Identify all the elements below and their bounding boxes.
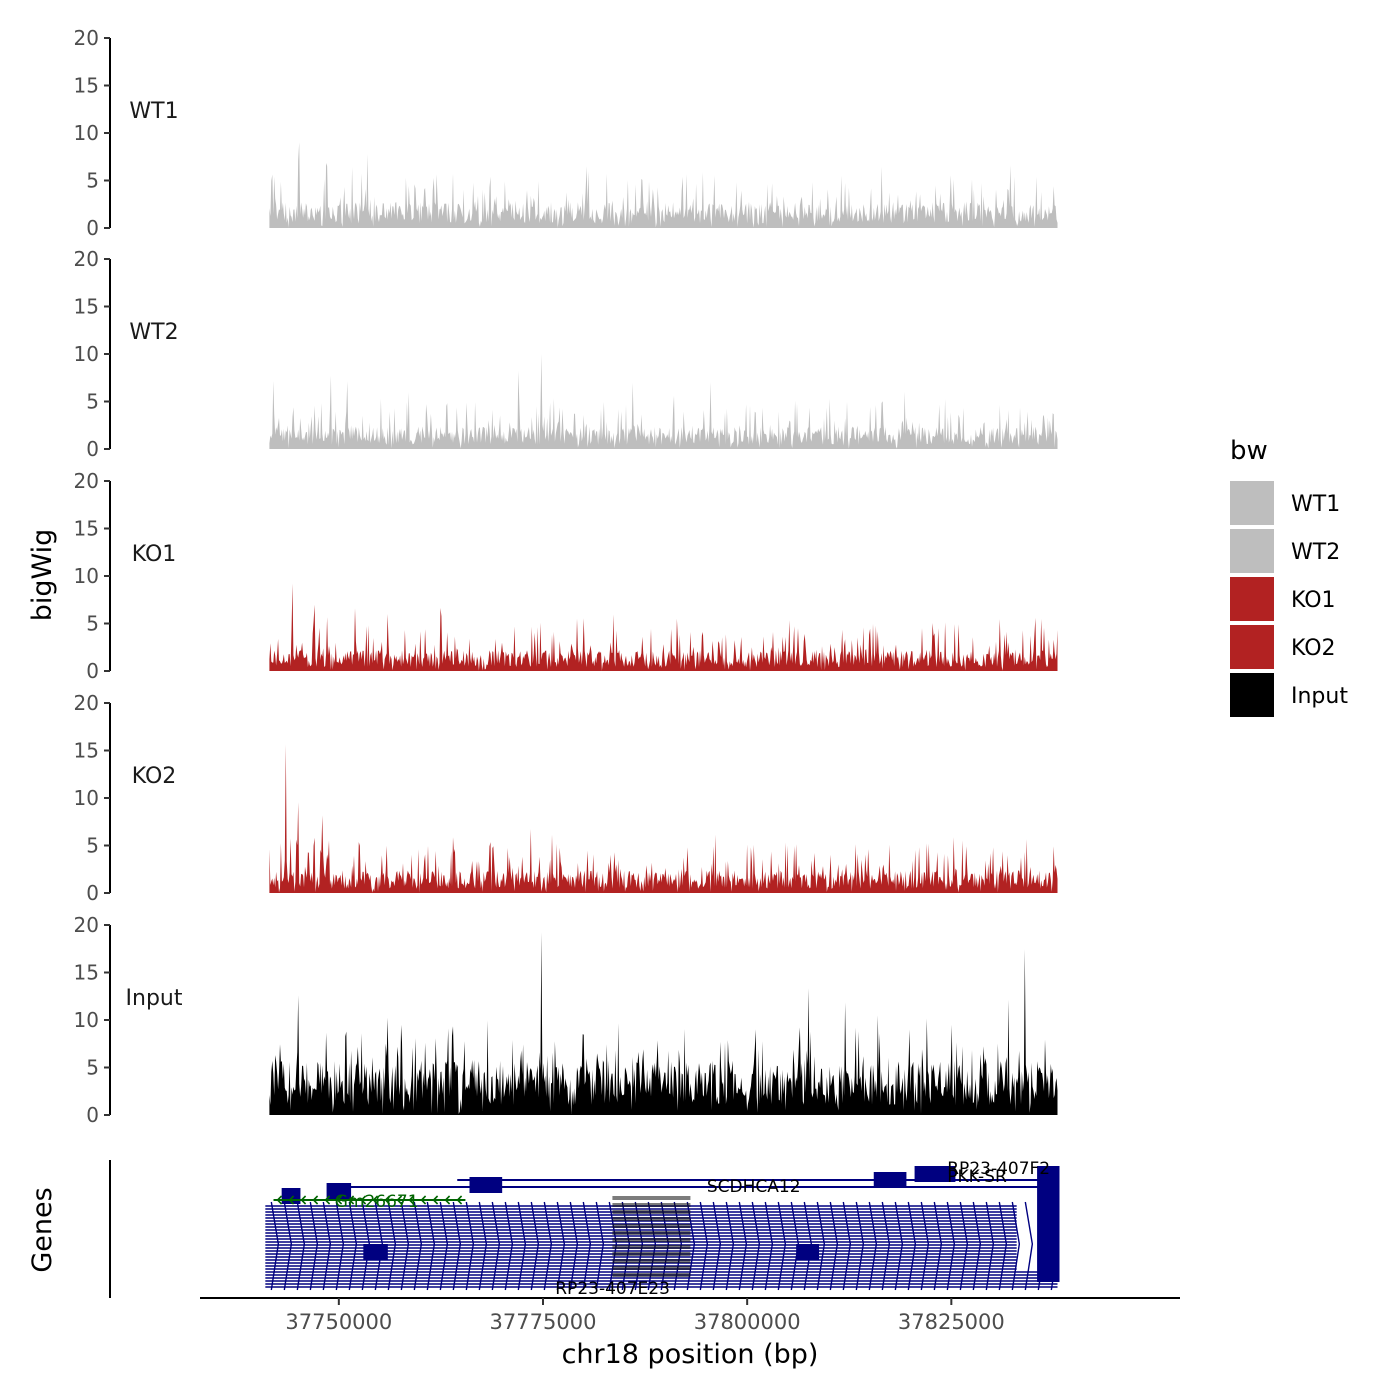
y-tick-label: 10: [74, 564, 99, 588]
gene-label-overlap: [612, 1238, 691, 1242]
strip-label: Input: [126, 986, 183, 1011]
exon-block: [469, 1177, 503, 1193]
legend-label: WT1: [1291, 492, 1340, 517]
y-tick-label: 20: [74, 469, 99, 493]
y-tick-label: 0: [86, 437, 99, 461]
exon-block: [363, 1244, 388, 1260]
signal-panels: 0 5 10 15 20 WT1 0 5 10 15 20 WT2 0 5 10 15 20 KO1 0 5 10 15 2…: [74, 26, 1058, 1127]
gene-label-overlap: [612, 1266, 691, 1270]
gene-label-overlap: [612, 1245, 691, 1249]
strip-label: KO1: [132, 542, 177, 567]
legend-key-wt2: [1230, 529, 1274, 573]
x-axis-title: chr18 position (bp): [562, 1339, 819, 1370]
y-tick-label: 10: [74, 342, 99, 366]
gene-label-overlap: [612, 1231, 691, 1235]
legend-key-ko2: [1230, 625, 1274, 669]
y-tick-label: 5: [86, 390, 99, 414]
gene-label-overlap: [612, 1273, 691, 1277]
coverage-area-wt1: [269, 142, 1058, 228]
gene-label: SCDHCA12: [707, 1177, 801, 1197]
strand-arrows-green: [276, 1195, 463, 1205]
y-tick-label: 5: [86, 169, 99, 193]
y-tick-label: 15: [74, 961, 99, 985]
panel-wt2: 0 5 10 15 20 WT2: [74, 247, 1058, 461]
panel-input: 0 5 10 15 20 Input: [74, 913, 1058, 1127]
x-tick-label: 37775000: [490, 1310, 597, 1334]
gene-label-overlap: [612, 1217, 691, 1221]
legend-title: bw: [1230, 436, 1268, 466]
x-tick-label: 37800000: [694, 1310, 801, 1334]
y-tick-label: 15: [74, 74, 99, 98]
gene-label-overlap: [612, 1196, 691, 1200]
y-tick-label: 5: [86, 834, 99, 858]
panel-wt1: 0 5 10 15 20 WT1: [74, 26, 1058, 240]
exon-block: [796, 1244, 820, 1260]
y-tick-label: 0: [86, 216, 99, 240]
coverage-area-input: [269, 932, 1058, 1115]
gene-label-overlap: [612, 1203, 691, 1207]
coverage-area-wt2: [269, 353, 1058, 449]
gene-label-overlap: [612, 1252, 691, 1256]
exon-block: [873, 1172, 907, 1188]
genes-panel: Gm26671 SCDHCA12 RP23-407E23 PKK-SRRP23-407…: [109, 1159, 1060, 1299]
y-tick-label: 20: [74, 913, 99, 937]
y-tick-label: 20: [74, 691, 99, 715]
x-tick-label: 37825000: [898, 1310, 1005, 1334]
y-tick-label: 10: [74, 786, 99, 810]
gene-label: PKK-SR: [947, 1167, 1007, 1187]
gene-label: Gm26671: [335, 1192, 419, 1212]
y-tick-label: 0: [86, 659, 99, 683]
y-tick-label: 0: [86, 881, 99, 905]
y-tick-label: 15: [74, 517, 99, 541]
gene-label: RP23-407E23: [555, 1279, 670, 1299]
y-tick-label: 15: [74, 295, 99, 319]
genes-axis-title: Genes: [27, 1187, 58, 1272]
legend-label: KO1: [1291, 588, 1336, 613]
x-axis: 37750000 37775000 37800000 37825000: [200, 1297, 1180, 1334]
strip-label: WT1: [129, 99, 178, 124]
panel-ko2: 0 5 10 15 20 KO2: [74, 691, 1058, 905]
y-tick-label: 0: [86, 1103, 99, 1127]
y-tick-label: 20: [74, 247, 99, 271]
exon-block: [326, 1183, 352, 1199]
gene-label-cluster: [612, 1196, 691, 1277]
x-tick-label: 37750000: [285, 1310, 392, 1334]
panel-ko1: 0 5 10 15 20 KO1: [74, 469, 1058, 683]
gene-label-overlap: [612, 1224, 691, 1228]
y-tick-label: 10: [74, 121, 99, 145]
coverage-area-ko1: [269, 583, 1058, 671]
legend-label: WT2: [1291, 540, 1340, 565]
legend-key-input: [1230, 673, 1274, 717]
strip-label: KO2: [132, 764, 177, 789]
y-tick-label: 10: [74, 1008, 99, 1032]
strip-label: WT2: [129, 320, 178, 345]
gene-label: RP23-407F2: [947, 1159, 1050, 1179]
coverage-area-ko2: [269, 744, 1058, 893]
y-tick-label: 5: [86, 612, 99, 636]
y-axis-title: bigWig: [27, 529, 58, 622]
legend-key-ko1: [1230, 577, 1274, 621]
legend-label: KO2: [1291, 636, 1336, 661]
gene-label-overlap: [612, 1259, 691, 1263]
gene-label-overlap: [612, 1210, 691, 1214]
y-tick-label: 5: [86, 1056, 99, 1080]
exon-block: [1037, 1166, 1060, 1282]
y-tick-label: 15: [74, 739, 99, 763]
legend-label: Input: [1291, 684, 1348, 709]
y-tick-label: 20: [74, 26, 99, 50]
legend: bw WT1 WT2 KO1 KO2 Input: [1230, 436, 1348, 717]
legend-key-wt1: [1230, 481, 1274, 525]
exon-block: [914, 1166, 956, 1182]
